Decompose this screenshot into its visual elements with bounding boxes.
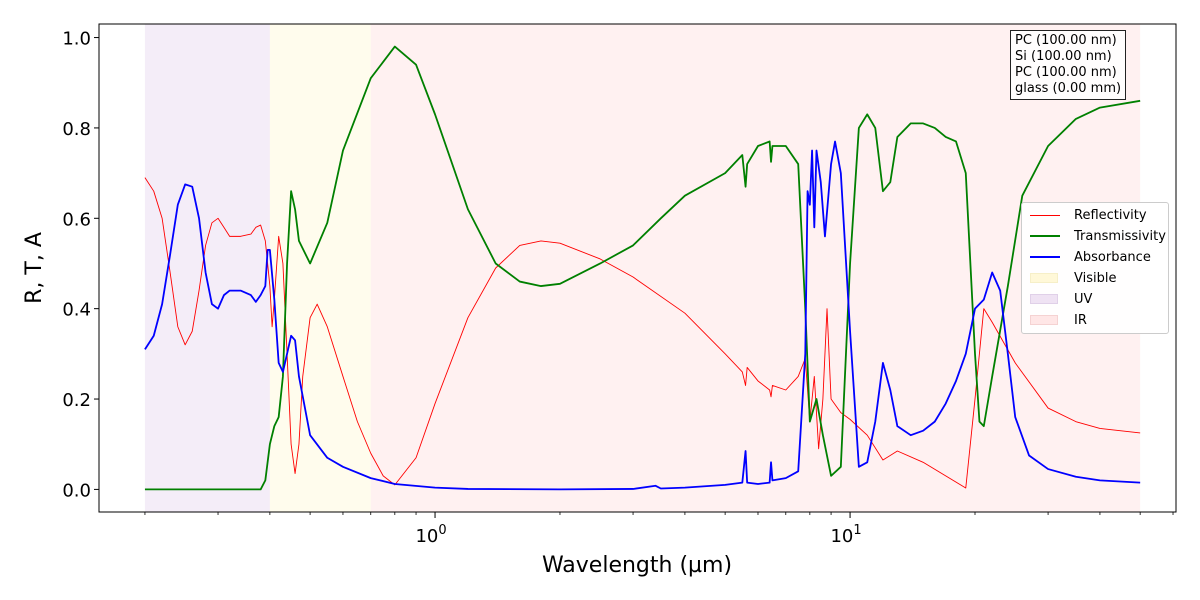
data-series xyxy=(144,45,1141,491)
legend-item-visible: Visible xyxy=(1030,269,1116,287)
legend-swatch xyxy=(1030,315,1058,325)
y-axis-label: R, T, A xyxy=(22,232,47,304)
series-line-absorbance xyxy=(144,140,1141,491)
region-ir xyxy=(370,24,1141,512)
series-line-transmissivity xyxy=(144,45,1141,491)
layer-stack-item: PC (100.00 nm) xyxy=(1015,65,1117,80)
legend-item-absorbance: Absorbance xyxy=(1030,248,1151,266)
x-axis: 100 101 xyxy=(144,512,1174,547)
y-tick-label: 1.0 xyxy=(62,29,91,50)
legend-swatch xyxy=(1030,256,1060,258)
x-tick-label: 100 xyxy=(415,523,446,547)
legend-label: IR xyxy=(1074,312,1087,328)
layer-stack-item: Si (100.00 nm) xyxy=(1015,49,1112,64)
y-tick-label: 0.2 xyxy=(62,390,91,411)
region-visible xyxy=(269,24,371,512)
legend-item-reflectivity: Reflectivity xyxy=(1030,206,1147,224)
y-tick-label: 0.6 xyxy=(62,209,91,230)
legend-label: UV xyxy=(1074,291,1093,307)
y-tick-label: 0.8 xyxy=(62,119,91,140)
series-line-reflectivity xyxy=(144,177,1141,489)
layer-stack-box: PC (100.00 nm) Si (100.00 nm) PC (100.00… xyxy=(1010,30,1127,100)
legend-label: Transmissivity xyxy=(1074,228,1166,244)
y-axis: 0.0 0.2 0.4 0.6 0.8 1.0 xyxy=(62,29,99,501)
legend-swatch xyxy=(1030,294,1058,304)
legend-label: Absorbance xyxy=(1074,249,1151,265)
legend-swatch xyxy=(1030,273,1058,283)
layer-stack-item: glass (0.00 mm) xyxy=(1015,81,1122,96)
legend-swatch xyxy=(1030,235,1060,237)
spectral-regions xyxy=(144,24,1141,512)
y-tick-label: 0.4 xyxy=(62,300,91,321)
legend-item-transmissivity: Transmissivity xyxy=(1030,227,1166,245)
layer-stack-item: PC (100.00 nm) xyxy=(1015,33,1117,48)
legend: Reflectivity Transmissivity Absorbance V… xyxy=(1021,202,1169,334)
y-tick-label: 0.0 xyxy=(62,480,91,501)
legend-swatch xyxy=(1030,214,1060,216)
legend-label: Visible xyxy=(1074,270,1117,286)
x-axis-label: Wavelength (µm) xyxy=(542,553,732,578)
plot-frame xyxy=(98,23,1177,513)
legend-item-ir: IR xyxy=(1030,311,1087,329)
legend-label: Reflectivity xyxy=(1074,207,1147,223)
x-tick-label: 101 xyxy=(830,523,861,547)
legend-item-uv: UV xyxy=(1030,290,1092,308)
region-uv xyxy=(144,24,270,512)
